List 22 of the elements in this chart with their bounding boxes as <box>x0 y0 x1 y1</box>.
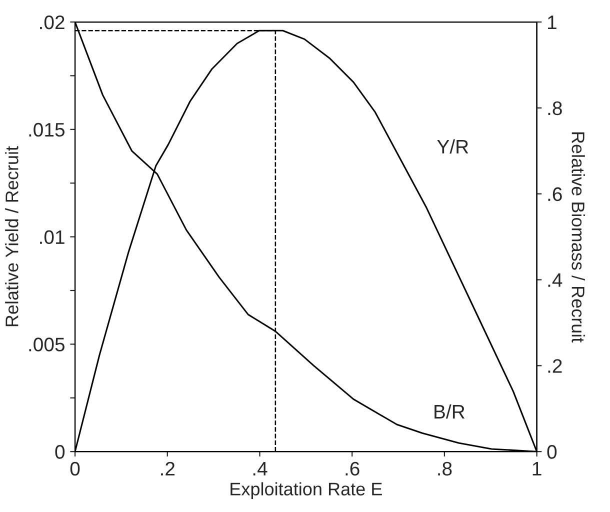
x-tick-label: .8 <box>438 462 452 476</box>
x-tick-label: .4 <box>253 462 268 476</box>
series-label: Y/R <box>437 139 468 154</box>
y2-tick-label: .6 <box>548 187 562 202</box>
x-tick-label: 0 <box>70 462 80 476</box>
y2-tick-label: .2 <box>548 359 562 373</box>
y-tick-label: 0 <box>55 445 65 459</box>
y-axis-title: Relative Yield / Recruit <box>5 146 18 326</box>
x-tick-label: 1 <box>532 462 542 476</box>
x-tick-label: .6 <box>346 462 360 476</box>
y2-tick-label: 0 <box>547 445 557 459</box>
y-tick-label: .01 <box>40 230 64 244</box>
y2-tick-label: .4 <box>548 273 562 287</box>
y-tick-label: .02 <box>40 15 64 30</box>
y2-tick-label: .8 <box>548 101 562 116</box>
y2-axis-title: Relative Biomass / Recruit <box>572 132 585 343</box>
x-tick-label: .2 <box>161 462 175 476</box>
x-axis-title: Exploitation Rate E <box>230 482 382 500</box>
y-tick-label: .015 <box>29 122 64 137</box>
series-label: B/R <box>434 404 465 419</box>
y2-tick-label: 1 <box>548 16 556 30</box>
y-tick-label: .005 <box>29 338 64 352</box>
